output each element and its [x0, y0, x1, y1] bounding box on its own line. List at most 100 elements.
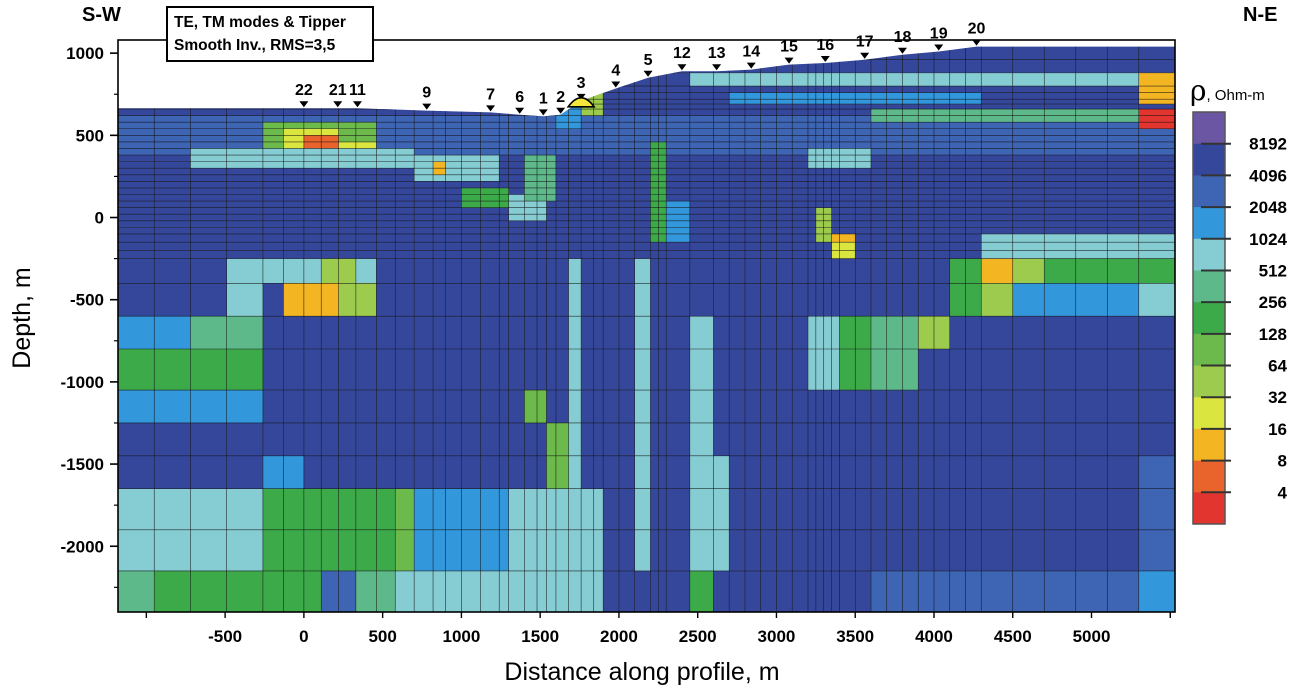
resistivity-anomaly: [461, 187, 509, 208]
station-label: 4: [611, 62, 620, 79]
model-cell: [689, 258, 714, 284]
model-cell: [154, 168, 191, 175]
model-cell: [902, 168, 919, 175]
x-tick-label: -500: [208, 627, 242, 646]
model-cell: [581, 207, 594, 215]
model-cell: [603, 92, 619, 100]
model-cell: [524, 250, 538, 259]
model-cell: [823, 86, 832, 93]
model-cell: [480, 109, 500, 116]
model-cell: [666, 570, 690, 612]
model-cell: [744, 155, 761, 162]
model-cell: [376, 220, 396, 228]
model-cell: [190, 214, 227, 221]
model-cell: [376, 227, 396, 234]
model-cell: [321, 227, 339, 234]
model-cell: [355, 174, 377, 182]
model-cell: [870, 220, 887, 228]
y-tick-label: 0: [95, 209, 104, 228]
model-cell: [886, 242, 903, 251]
model-cell: [1107, 214, 1139, 221]
model-cell: [581, 242, 594, 251]
model-cell: [831, 570, 840, 612]
model-cell: [546, 258, 556, 284]
model-cell: [1075, 201, 1108, 208]
model-cell: [508, 72, 525, 87]
model-cell: [823, 529, 832, 571]
model-cell: [355, 422, 377, 456]
model-cell: [433, 455, 446, 489]
model-cell: [689, 99, 714, 105]
model-cell: [744, 227, 761, 234]
model-cell: [445, 207, 462, 215]
model-cell: [855, 283, 871, 317]
model-cell: [414, 316, 434, 350]
model-cell: [650, 529, 659, 571]
model-cell: [618, 187, 635, 195]
model-cell: [760, 187, 777, 195]
model-cell: [461, 46, 481, 60]
model-cell: [618, 155, 635, 162]
model-cell: [713, 316, 730, 350]
model-cell: [1075, 488, 1108, 530]
model-cell: [593, 187, 604, 195]
model-cell: [618, 59, 635, 73]
model-cell: [965, 46, 982, 60]
model-cell: [666, 529, 690, 571]
model-cell: [981, 488, 1013, 530]
model-cell: [831, 174, 840, 182]
model-cell: [807, 250, 816, 259]
model-cell: [713, 207, 730, 215]
model-cell: [713, 155, 730, 162]
model-cell: [713, 92, 730, 100]
model-cell: [480, 227, 500, 234]
model-cell: [226, 92, 263, 100]
model-cell: [603, 214, 619, 221]
resistivity-anomaly: [634, 258, 651, 571]
model-cell: [1075, 99, 1108, 105]
station-label: 19: [930, 26, 948, 43]
model-cell: [581, 220, 594, 228]
station-marker: [538, 109, 548, 116]
model-cell: [226, 422, 263, 456]
model-cell: [831, 488, 840, 530]
model-cell: [949, 422, 966, 456]
model-cell: [855, 220, 871, 228]
model-cell: [433, 72, 446, 87]
model-cell: [499, 46, 509, 60]
model-cell: [831, 86, 840, 93]
model-cell: [618, 72, 635, 87]
model-cell: [480, 242, 500, 251]
model-cell: [190, 72, 227, 87]
model-cell: [776, 214, 793, 221]
x-tick-label: 1500: [521, 627, 559, 646]
model-cell: [376, 207, 396, 215]
model-cell: [524, 242, 538, 251]
model-cell: [338, 214, 356, 221]
model-cell: [480, 258, 500, 284]
model-cell: [433, 187, 446, 195]
model-cell: [1075, 207, 1108, 215]
model-cell: [226, 220, 263, 228]
model-cell: [555, 201, 569, 208]
model-cell: [154, 220, 191, 228]
model-cell: [855, 529, 871, 571]
model-cell: [713, 194, 730, 202]
model-cell: [303, 220, 322, 228]
model-cell: [1107, 455, 1139, 489]
model-cell: [321, 181, 339, 188]
model-cell: [760, 390, 777, 423]
model-cell: [1012, 529, 1045, 571]
model-cell: [776, 201, 793, 208]
model-cell: [965, 181, 982, 188]
model-cell: [499, 155, 509, 162]
model-cell: [321, 104, 339, 110]
model-cell: [283, 233, 304, 243]
model-cell: [414, 455, 434, 489]
model-cell: [823, 250, 832, 259]
model-cell: [902, 104, 919, 110]
model-cell: [461, 422, 481, 456]
model-cell: [760, 194, 777, 202]
model-cell: [965, 201, 982, 208]
model-cell: [118, 46, 155, 60]
